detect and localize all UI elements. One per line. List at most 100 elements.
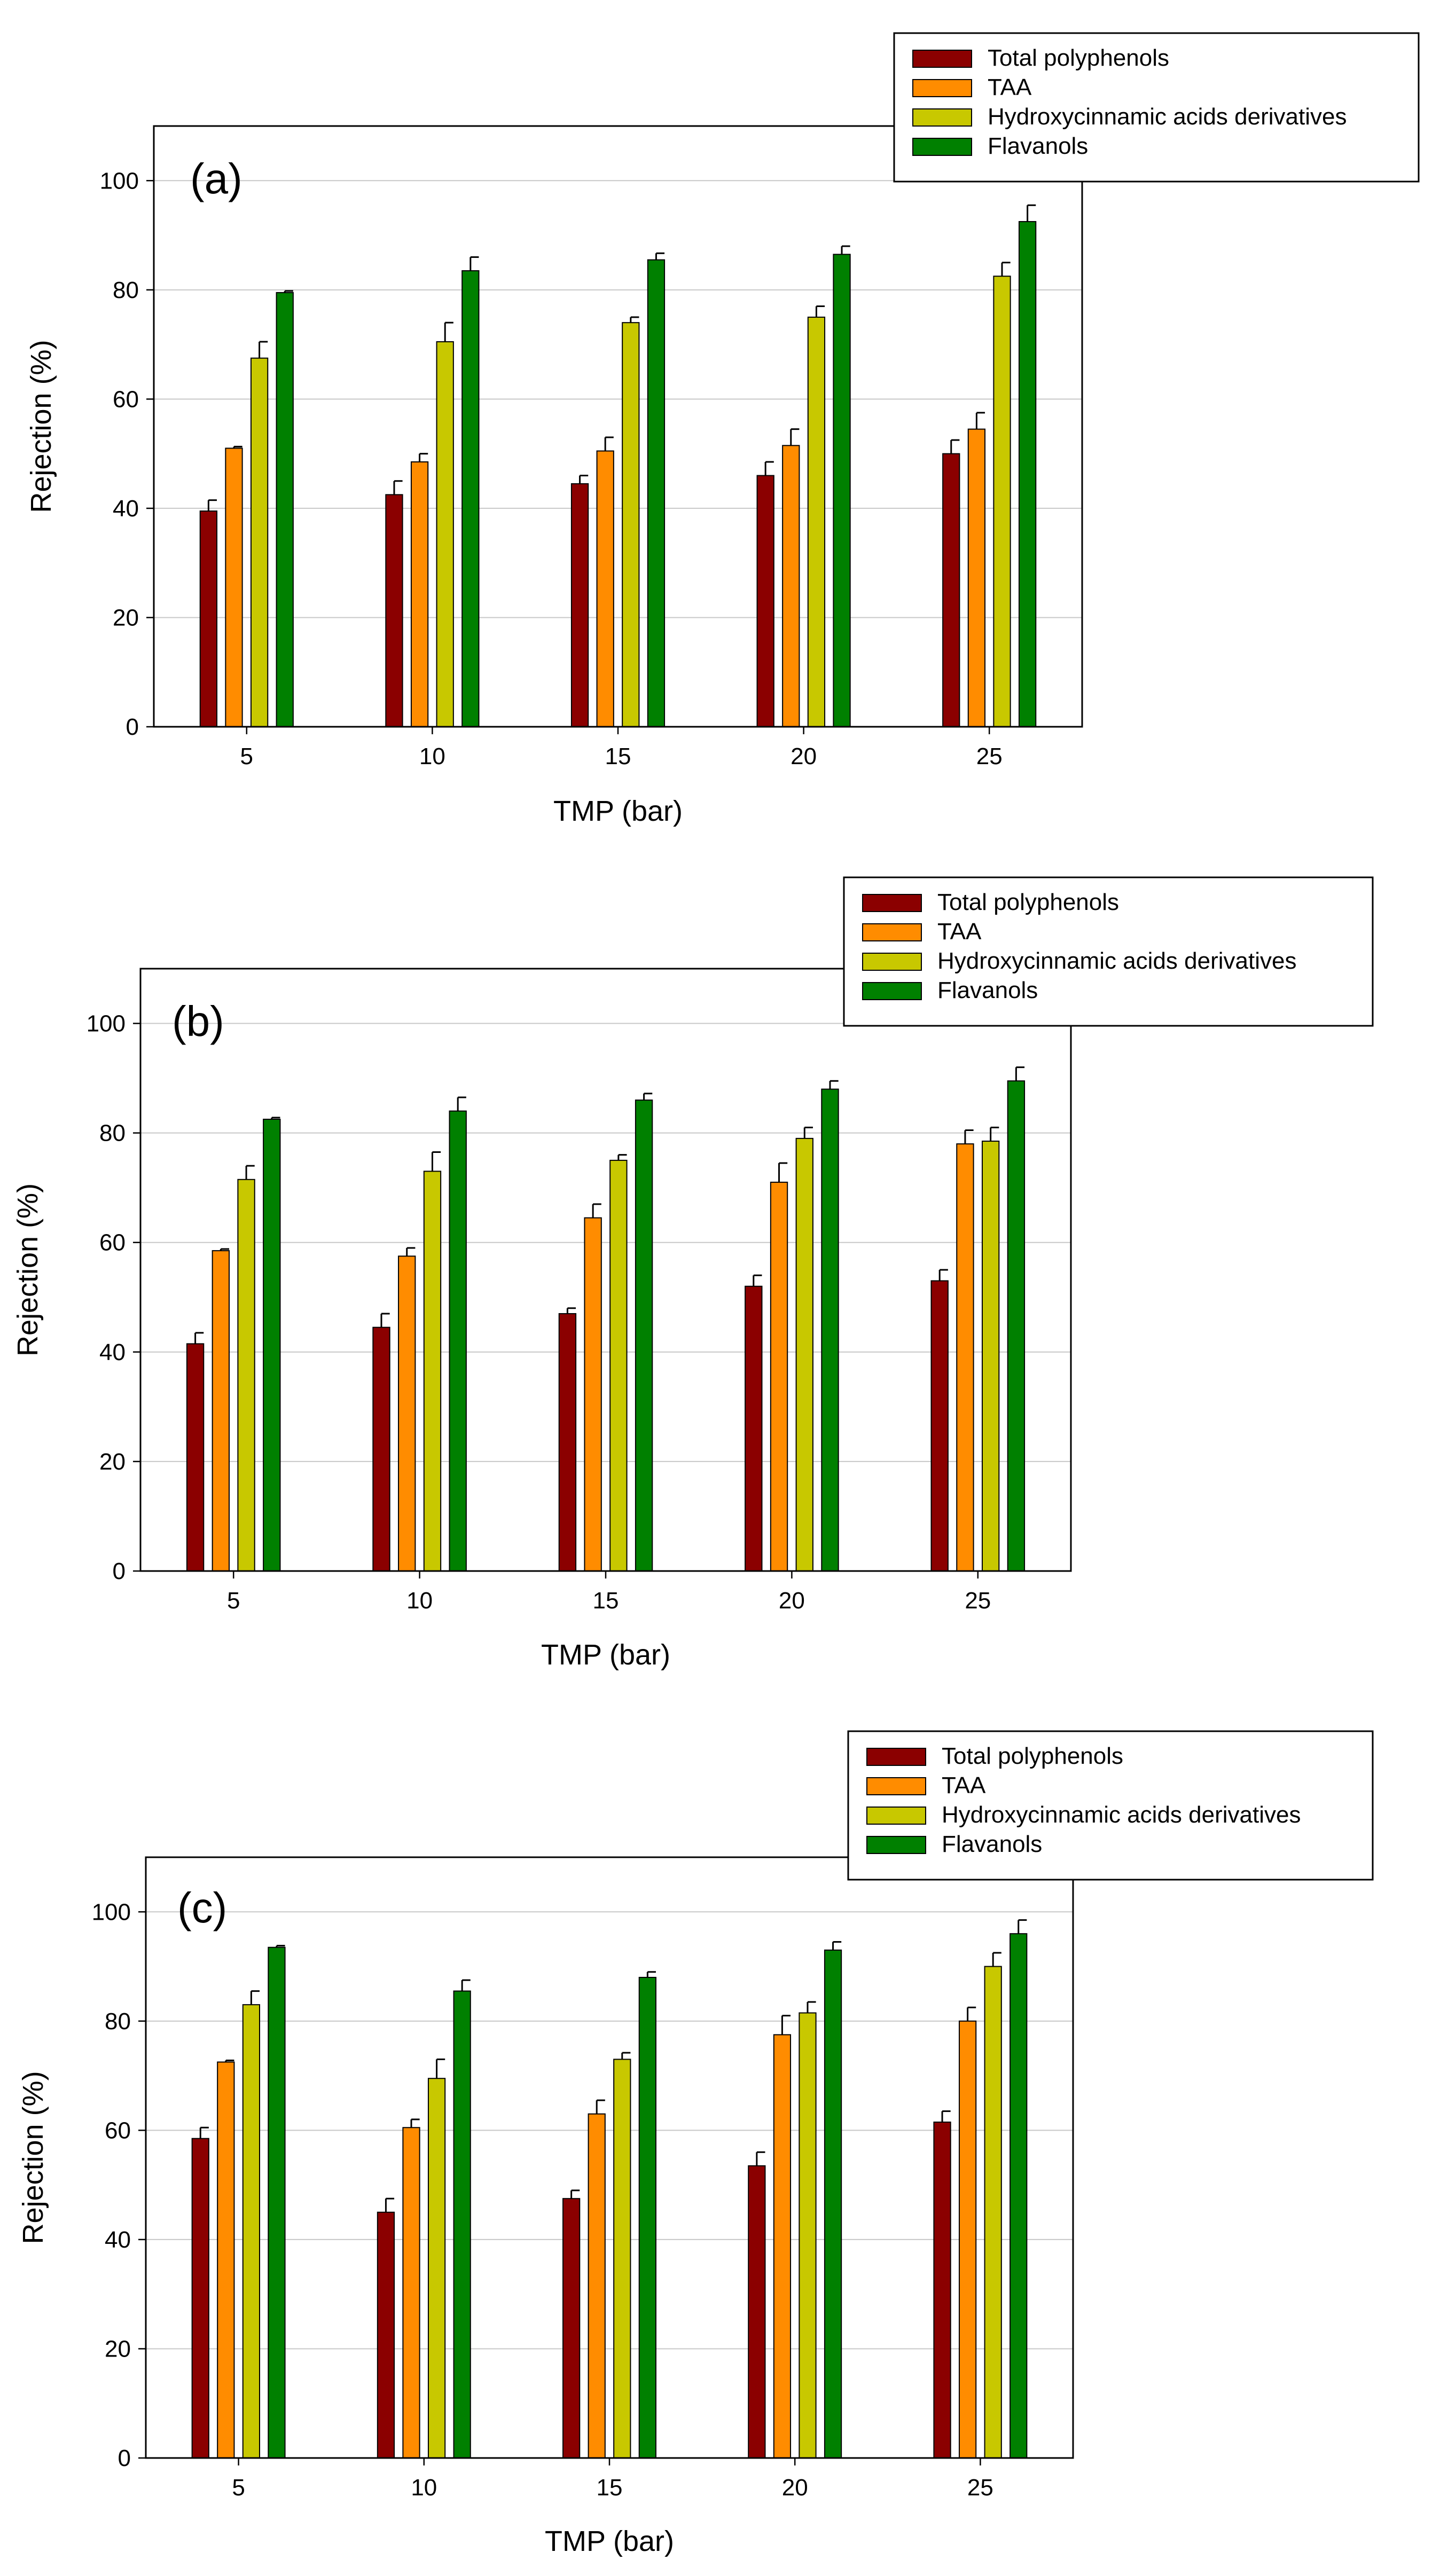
y-tick-label: 100 <box>92 1899 131 1925</box>
panel-label: (b) <box>172 998 224 1045</box>
bar <box>933 2122 951 2459</box>
legend-entry: Total polyphenols <box>988 45 1169 71</box>
bar <box>461 270 480 728</box>
bar <box>984 1966 1002 2459</box>
bar <box>268 1946 286 2459</box>
bar <box>562 2198 581 2459</box>
bar <box>225 447 243 727</box>
bar <box>423 1171 442 1572</box>
legend-swatch <box>862 982 922 1000</box>
legend-box <box>893 32 1420 183</box>
bar <box>217 2061 235 2459</box>
bar <box>770 1181 788 1572</box>
legend-entry: Hydroxycinnamic acids derivatives <box>988 104 1347 130</box>
x-tick-label: 20 <box>779 1588 805 1614</box>
bar <box>981 1141 1000 1572</box>
bar <box>821 1088 839 1572</box>
bar <box>782 445 800 727</box>
y-tick-label: 40 <box>99 1339 126 1365</box>
bar <box>427 2078 446 2459</box>
bar <box>613 2059 631 2459</box>
y-tick-label: 60 <box>113 386 139 412</box>
bar <box>276 292 294 727</box>
legend-entry: TAA <box>988 74 1032 100</box>
y-tick-label: 80 <box>113 277 139 303</box>
chart-panel-1: 5 10 15 20 25 0 20 40 60 80 100 (a) TMP (bar) Rejecti… <box>25 32 1420 827</box>
plot-frame <box>153 125 1083 728</box>
y-tick-label: 0 <box>118 2445 131 2471</box>
bar <box>588 2113 606 2459</box>
bar <box>398 1255 416 1572</box>
bar <box>773 2034 792 2459</box>
x-tick-label: 15 <box>605 743 631 769</box>
plot-area <box>146 1857 1073 2458</box>
panel-label: (c) <box>177 1884 227 1931</box>
y-tick-label: 100 <box>100 168 139 194</box>
bar <box>385 494 403 727</box>
bar <box>795 1137 813 1572</box>
bar <box>635 1099 653 1572</box>
bar <box>748 2165 766 2459</box>
bar <box>967 428 986 727</box>
x-tick-label: 10 <box>411 2475 437 2501</box>
x-tick-label: 25 <box>976 743 1003 769</box>
y-tick-label: 100 <box>87 1011 126 1037</box>
legend-swatch <box>862 923 922 941</box>
y-axis-label: Rejection (%) <box>25 340 57 513</box>
plot-area <box>140 969 1071 1571</box>
plot-frame <box>139 968 1072 1572</box>
bar <box>186 1343 205 1572</box>
legend-swatch <box>912 108 972 127</box>
y-tick-label: 0 <box>113 1558 126 1584</box>
bar <box>237 1179 255 1572</box>
legend-swatch <box>866 1807 926 1825</box>
chart-panel-2: 5 10 15 20 25 0 20 40 60 80 100 (b) TMP (bar) Rejecti… <box>12 876 1374 1671</box>
bar <box>958 2020 977 2459</box>
legend-entry: Total polyphenols <box>937 889 1119 915</box>
legend-swatch <box>866 1777 926 1795</box>
legend: Total polyphenols TAA Hydroxycinnamic acid… <box>847 1730 1374 1881</box>
x-axis-label: TMP (bar) <box>541 1639 670 1671</box>
x-tick-label: 15 <box>593 1588 619 1614</box>
bar <box>745 1285 763 1572</box>
x-axis-label: TMP (bar) <box>545 2525 674 2557</box>
bar <box>824 1949 842 2459</box>
bar <box>449 1110 467 1572</box>
x-tick-label: 10 <box>419 743 445 769</box>
x-tick-label: 10 <box>406 1588 433 1614</box>
y-tick-label: 40 <box>113 496 139 522</box>
y-axis-label: Rejection (%) <box>12 1183 44 1356</box>
legend-swatch <box>866 1836 926 1854</box>
legend-entry: TAA <box>942 1772 986 1799</box>
bar <box>609 1159 628 1572</box>
legend-swatch <box>912 79 972 97</box>
x-tick-label: 5 <box>240 743 253 769</box>
legend-entry: Flavanols <box>942 1831 1042 1857</box>
bar <box>410 461 429 728</box>
bar <box>436 341 454 727</box>
y-axis-label: Rejection (%) <box>17 2071 49 2244</box>
y-tick-label: 20 <box>105 2336 131 2362</box>
x-tick-label: 20 <box>791 743 817 769</box>
bar <box>570 483 589 727</box>
bar <box>942 453 960 727</box>
bar <box>250 357 269 727</box>
legend-swatch <box>862 953 922 971</box>
chart-panel-3: 5 10 15 20 25 0 20 40 60 80 100 (c) TMP (bar) Rejecti… <box>17 1730 1374 2557</box>
bar <box>807 316 826 727</box>
y-tick-label: 80 <box>99 1120 126 1146</box>
bar <box>833 254 851 728</box>
plot-frame <box>145 1856 1074 2459</box>
bar <box>638 1977 656 2459</box>
x-tick-label: 20 <box>782 2475 808 2501</box>
legend-swatch <box>912 50 972 68</box>
bar <box>584 1217 602 1572</box>
x-tick-label: 15 <box>597 2475 623 2501</box>
bar <box>956 1143 974 1572</box>
bar <box>191 2138 209 2459</box>
bar <box>372 1326 390 1572</box>
legend-swatch <box>912 138 972 156</box>
bar <box>377 2211 395 2459</box>
legend-box <box>847 1730 1374 1881</box>
bar <box>199 511 218 727</box>
